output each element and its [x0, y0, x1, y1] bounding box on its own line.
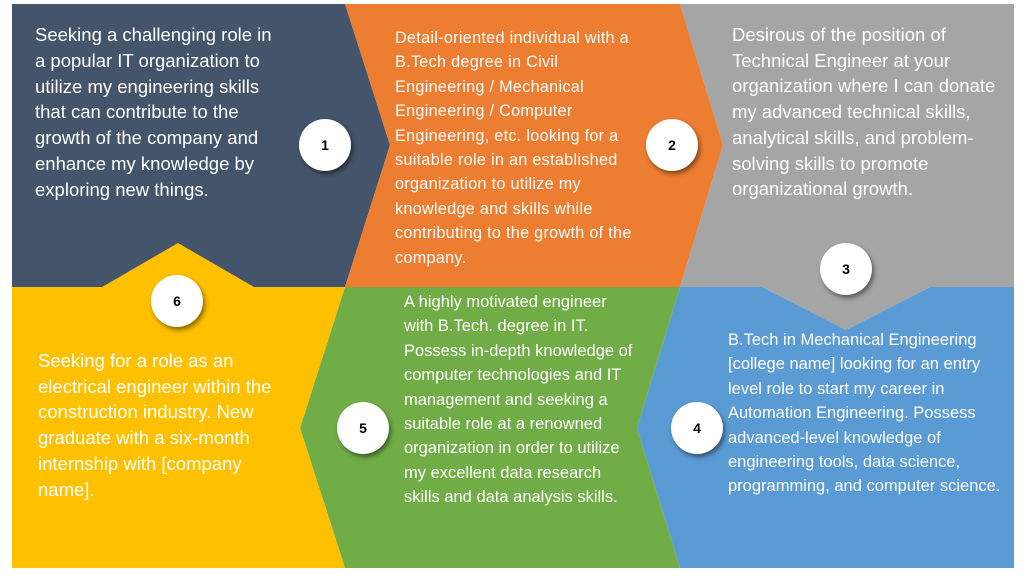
panel-4-shape [637, 287, 1014, 568]
step-6-badge: 6 [151, 275, 203, 327]
step-1-text: Seeking a challenging role in a popular … [35, 24, 272, 200]
panel-2-shape [345, 4, 723, 287]
step-3-text: Desirous of the position of Technical En… [732, 24, 996, 200]
panel-5-shape [300, 287, 680, 568]
panel-3-shape [680, 4, 1014, 330]
panel-1-shape [12, 4, 390, 287]
step-4-text: B.Tech in Mechanical Engineering [colleg… [728, 331, 1001, 496]
step-3-badge: 3 [820, 243, 872, 295]
step-2-badge: 2 [646, 119, 698, 171]
step-4-badge: 4 [671, 402, 723, 454]
panel-6-shape [12, 243, 345, 568]
step-5-badge: 5 [337, 402, 389, 454]
step-1-badge: 1 [299, 119, 351, 171]
step-6-text: Seeking for a role as an electrical engi… [38, 350, 272, 500]
step-2-text: Detail-oriented individual with a B.Tech… [395, 29, 632, 267]
step-5-text: A highly motivated engineer with B.Tech.… [404, 293, 633, 507]
